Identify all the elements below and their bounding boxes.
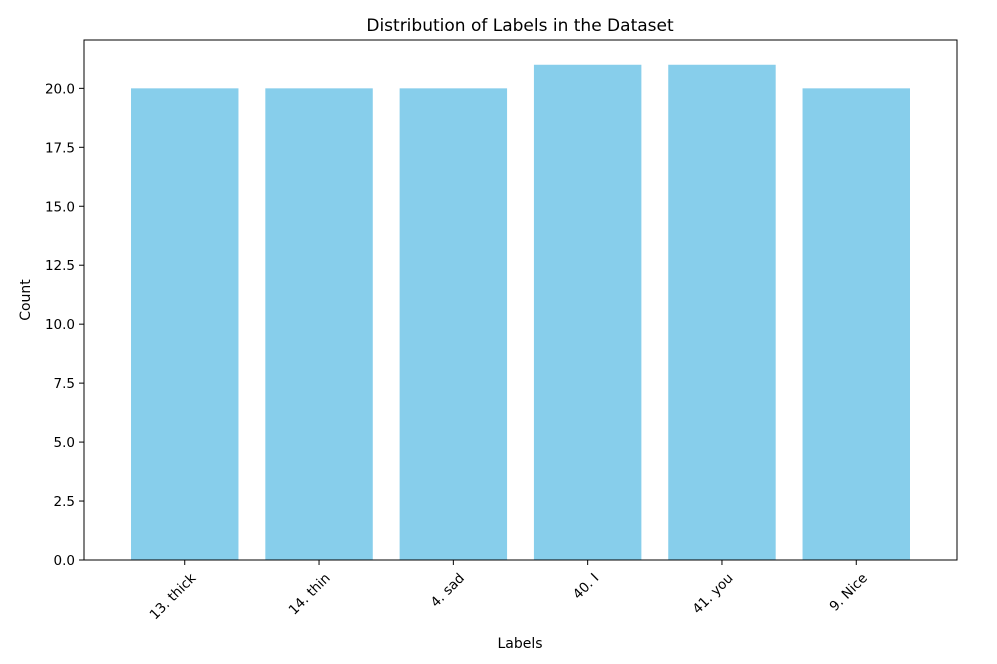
y-tick-label: 7.5 [54,376,75,392]
x-tick-label: 14. thin [286,570,334,618]
bar-4-sad [399,88,508,560]
plot-frame [83,39,958,561]
x-tick-label: 9. Nice [827,570,871,614]
x-tick-label: 13. thick [147,570,200,623]
x-tick-label: 40. I [570,570,602,602]
bar-9-nice [802,88,910,560]
bars-layer [131,64,910,560]
y-tick-label: 2.5 [54,494,75,510]
bar-13-thick [131,88,239,560]
x-tick-label: 41. you [689,570,736,617]
y-tick-label: 10.0 [45,317,75,333]
bar-41-you [668,64,776,560]
x-axis-label: Labels [497,636,542,652]
y-tick-label: 0.0 [54,553,75,569]
x-tick-label: 4. sad [428,570,468,610]
y-tick-label: 20.0 [45,81,75,97]
chart-title: Distribution of Labels in the Dataset [366,16,674,36]
y-tick-label: 5.0 [54,435,75,451]
bar-14-thin [265,88,373,560]
bar-40-i [533,64,642,560]
y-tick-label: 15.0 [45,199,75,215]
x-axis: 13. thick 14. thin 4. sad 40. I 41. you 9. Ni… [147,560,871,623]
y-axis: 0.0 2.5 5.0 7.5 10.0 12.5 15.0 17.5 20.0 [45,81,84,569]
y-tick-label: 12.5 [45,258,75,274]
y-tick-label: 17.5 [45,140,75,156]
y-axis-label: Count [18,279,34,321]
